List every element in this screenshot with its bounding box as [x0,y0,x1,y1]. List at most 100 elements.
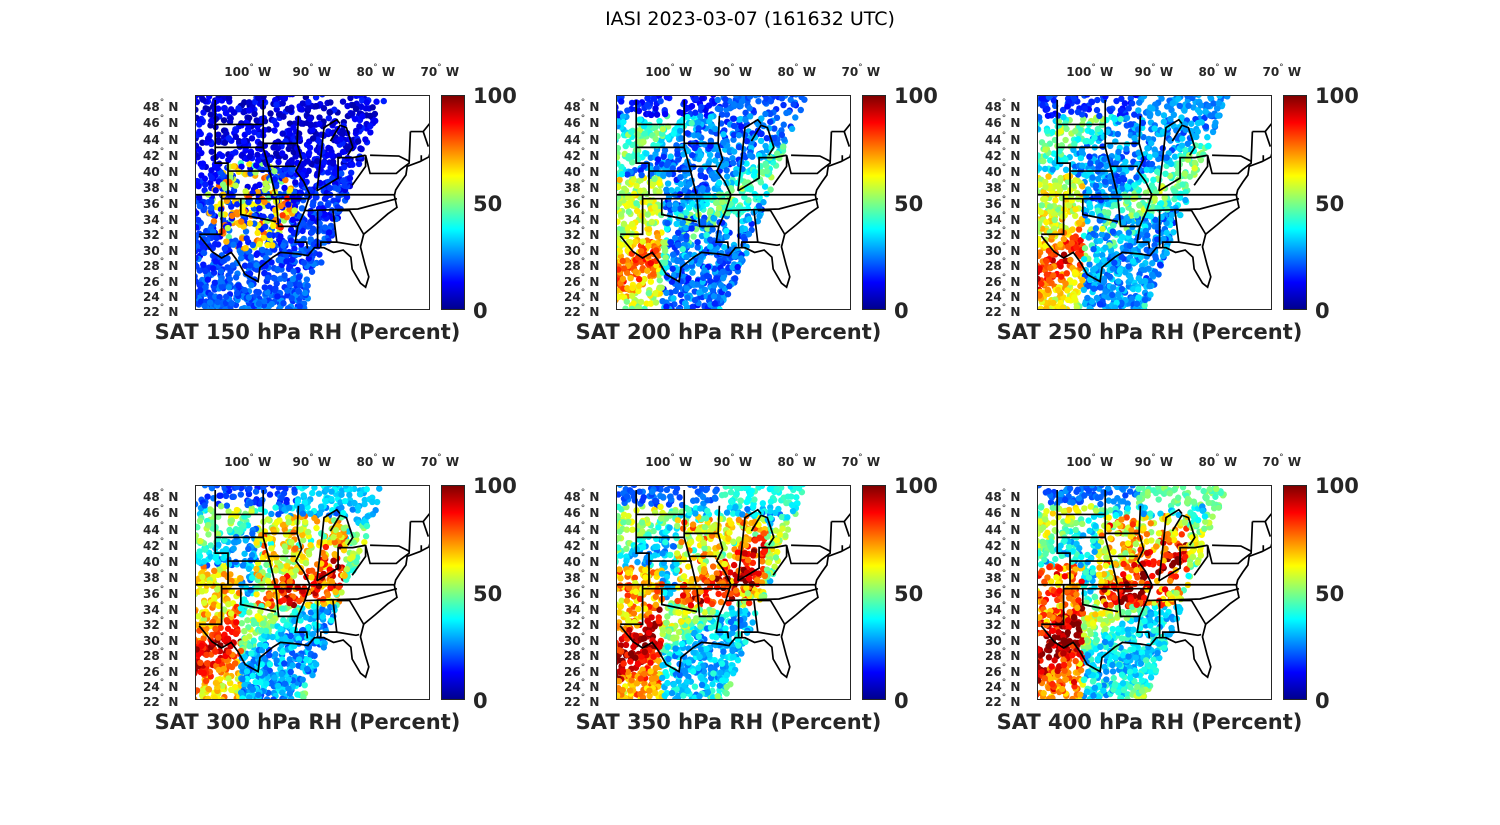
rh-point [196,294,198,300]
rh-point [217,200,224,207]
rh-point [248,135,256,142]
rh-point [1038,275,1041,283]
rh-point [1170,111,1178,119]
rh-point [637,298,645,306]
rh-point [280,113,287,120]
rh-point [767,110,774,118]
rh-point [239,235,246,242]
rh-point [1062,166,1070,174]
rh-point [681,187,688,194]
rh-point [712,125,719,133]
rh-point [723,160,730,168]
rh-point [200,249,207,257]
rh-point [238,152,246,159]
rh-point [688,120,695,127]
rh-point [304,158,312,165]
rh-point [1057,128,1065,135]
rh-point [267,110,274,117]
lat-tick-label: 34° N [143,600,179,617]
rh-point [679,220,686,227]
rh-point [205,96,213,100]
rh-point [1068,108,1075,115]
rh-point [656,188,663,195]
rh-point [286,186,294,194]
rh-point [200,261,207,268]
rh-point [742,116,749,124]
rh-point [1207,112,1214,119]
rh-point [787,96,794,104]
rh-point [306,144,314,151]
rh-point [683,253,690,261]
rh-point [661,147,669,154]
rh-point [253,117,260,124]
rh-point [295,288,303,295]
rh-point [620,265,628,272]
rh-point [757,137,765,145]
rh-point [1204,134,1211,141]
rh-point [262,254,270,262]
rh-point [207,111,215,118]
rh-point [268,259,275,266]
rh-point [1038,252,1042,260]
rh-point [1145,265,1152,272]
rh-point [735,132,743,139]
rh-point [692,109,699,116]
rh-point [1071,279,1078,286]
rh-point [1152,216,1159,224]
rh-point [677,205,684,213]
rh-point [1104,209,1112,216]
rh-point [316,251,323,258]
rh-point [619,257,626,265]
rh-point [635,282,643,290]
state-boundary-line [785,131,833,175]
rh-point [632,238,639,245]
lat-tick-label: 44° N [143,520,179,537]
rh-point [751,168,759,176]
rh-point [290,229,298,237]
rh-point [1210,100,1217,107]
rh-point [1127,96,1134,102]
rh-point [1171,187,1178,195]
rh-point [245,107,253,114]
rh-point [362,136,369,143]
rh-point [248,281,255,289]
rh-point [1072,127,1079,135]
rh-point [1104,232,1111,240]
rh-point [1090,285,1098,292]
rh-point [218,283,225,291]
rh-point [716,257,723,265]
rh-point [1149,260,1156,267]
rh-point [697,172,705,180]
lat-tick-label: 44° N [143,130,179,147]
rh-point [221,139,229,146]
state-boundary-line [239,198,277,223]
lat-tick-label: 28° N [143,257,179,274]
rh-point [1088,98,1096,106]
state-boundary-line [199,194,223,236]
lon-tick-label: 90° W [292,453,332,469]
rh-point [307,121,314,128]
rh-point [762,142,769,150]
rh-point [331,184,338,191]
rh-point [327,99,334,106]
rh-point [644,101,651,108]
rh-point [271,167,278,175]
lat-tick-label: 26° N [985,272,1021,289]
rh-point [746,113,754,120]
rh-point [1196,109,1204,116]
lat-tick-label: 30° N [985,241,1021,258]
rh-point [1121,100,1129,107]
rh-point [252,169,259,176]
rh-point [652,299,660,306]
rh-point [1107,107,1114,115]
lat-tick-label: 40° N [985,162,1021,179]
rh-point [709,226,716,233]
lat-tick-label: 48° N [143,487,179,504]
rh-point [312,194,319,201]
lat-tick-label: 40° N [143,162,179,179]
lat-tick-label: 32° N [143,226,179,243]
rh-point [229,262,236,269]
rh-point [233,209,240,216]
rh-point [309,225,317,232]
rh-point [670,295,677,302]
